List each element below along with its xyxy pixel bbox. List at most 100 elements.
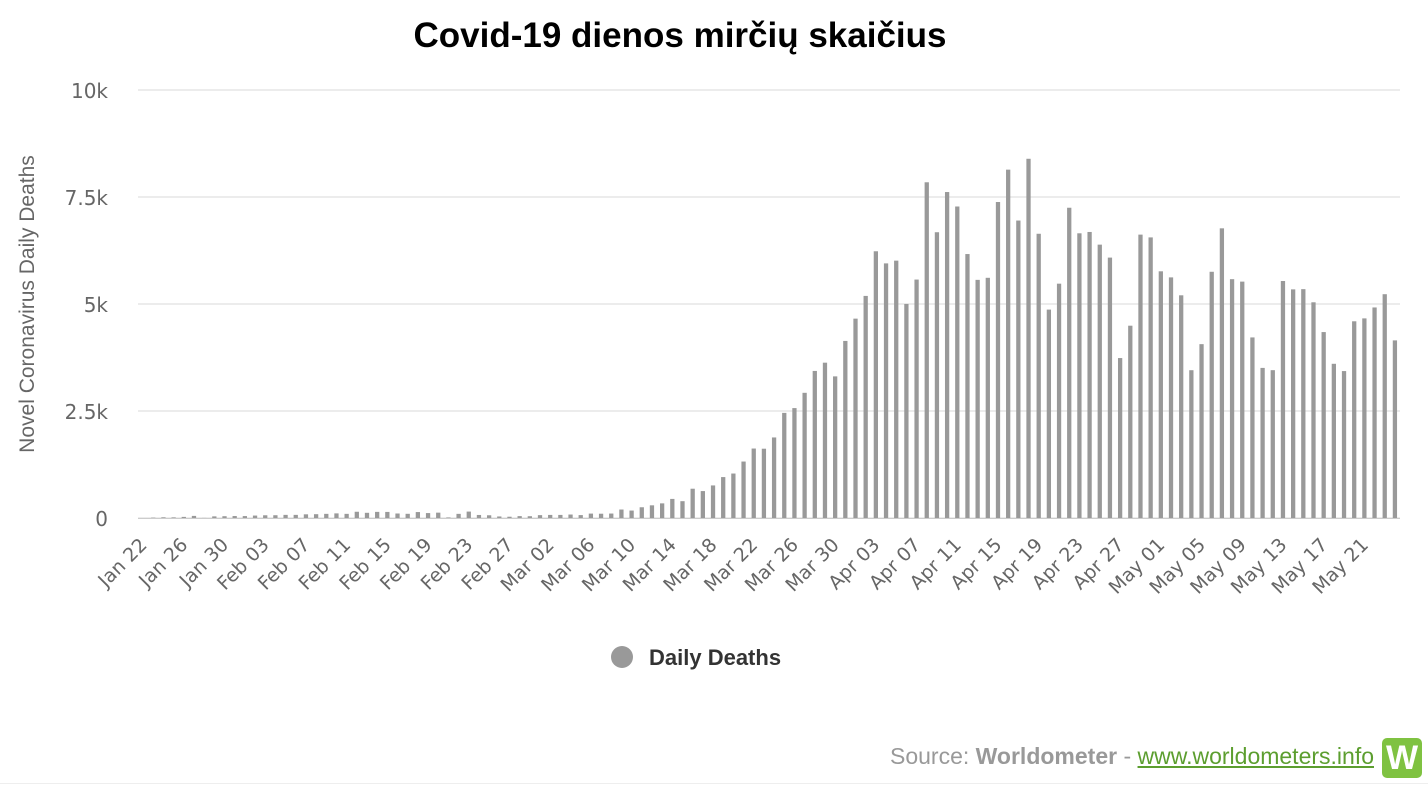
y-axis-ticks: 0 2.5k 5k 7.5k 10k [65, 79, 109, 531]
bar [171, 517, 176, 518]
source-brand: Worldometer [975, 743, 1118, 769]
bar [578, 515, 583, 518]
bar [700, 491, 705, 518]
bar [1117, 358, 1123, 518]
bar [639, 507, 644, 518]
bar [883, 263, 889, 518]
bar [792, 408, 797, 518]
bar [161, 517, 166, 518]
bar [425, 513, 431, 518]
bar [782, 412, 787, 518]
bar [344, 513, 349, 518]
bar [263, 515, 268, 518]
bar [497, 516, 502, 518]
bar [476, 514, 482, 518]
source-link[interactable]: www.worldometers.info [1137, 743, 1374, 769]
y-tick-label: 5k [84, 293, 109, 317]
bar [1260, 367, 1265, 518]
bar [1321, 332, 1326, 518]
bar [1362, 318, 1367, 518]
y-tick-label: 2.5k [65, 400, 109, 424]
y-tick-label: 10k [71, 79, 108, 103]
bar [1352, 321, 1357, 518]
bar [588, 513, 594, 518]
bar [446, 517, 451, 518]
bar [1382, 294, 1387, 518]
bar [212, 516, 217, 518]
bar [1006, 169, 1011, 518]
bar [1097, 244, 1102, 518]
bar [904, 303, 909, 518]
bar [1372, 307, 1377, 518]
bar [1036, 233, 1041, 518]
bar [802, 392, 807, 518]
bar [944, 192, 950, 518]
bar [955, 206, 960, 519]
bar [833, 376, 838, 518]
bar [629, 510, 634, 518]
bar [1179, 295, 1184, 518]
worldometer-logo-icon: W [1382, 738, 1422, 778]
source-prefix: Source: [889, 743, 976, 769]
bar [486, 515, 492, 518]
bar [822, 362, 828, 518]
bar [649, 505, 655, 518]
bar [1067, 207, 1072, 518]
bar [1158, 271, 1163, 518]
bar [934, 232, 940, 518]
bar [324, 513, 329, 518]
bar [1331, 363, 1336, 518]
bar [191, 515, 197, 518]
bar [1290, 289, 1296, 518]
bar [1219, 228, 1225, 519]
bar [1189, 370, 1194, 518]
bar [252, 515, 258, 518]
bar [456, 513, 461, 518]
bar [741, 461, 746, 518]
source-separator: - [1117, 743, 1138, 769]
bar [670, 498, 675, 518]
bar [283, 514, 288, 518]
bar [710, 485, 716, 518]
bar [853, 318, 858, 518]
bar [354, 511, 359, 518]
bar [894, 260, 899, 518]
bar [436, 512, 441, 518]
bar [1209, 271, 1214, 518]
bar [466, 511, 471, 518]
bar [1168, 277, 1174, 518]
bar [568, 514, 573, 518]
bar [385, 511, 390, 518]
bar [1301, 289, 1306, 518]
bar [1199, 344, 1204, 518]
bar [812, 370, 817, 518]
bar [751, 448, 756, 518]
bar [548, 514, 553, 518]
bar [181, 516, 186, 518]
bar [507, 516, 512, 518]
legend-item-daily-deaths[interactable]: Daily Deaths [611, 645, 781, 670]
bar [375, 511, 380, 518]
bar [965, 254, 970, 518]
bar [863, 295, 868, 518]
bar [680, 501, 685, 518]
bar [1250, 337, 1255, 518]
bar [303, 514, 309, 518]
bar [1392, 340, 1398, 518]
legend-label: Daily Deaths [649, 645, 781, 670]
bar [995, 202, 1001, 518]
bar [598, 513, 604, 518]
bar [242, 516, 248, 518]
bar [1128, 325, 1133, 518]
bar [334, 513, 339, 518]
bar [293, 514, 298, 518]
bar [690, 488, 695, 518]
bar [1240, 281, 1245, 518]
bar [914, 279, 919, 518]
bar [619, 509, 624, 518]
bar [517, 516, 522, 518]
bar [405, 513, 410, 518]
bar [771, 437, 777, 518]
